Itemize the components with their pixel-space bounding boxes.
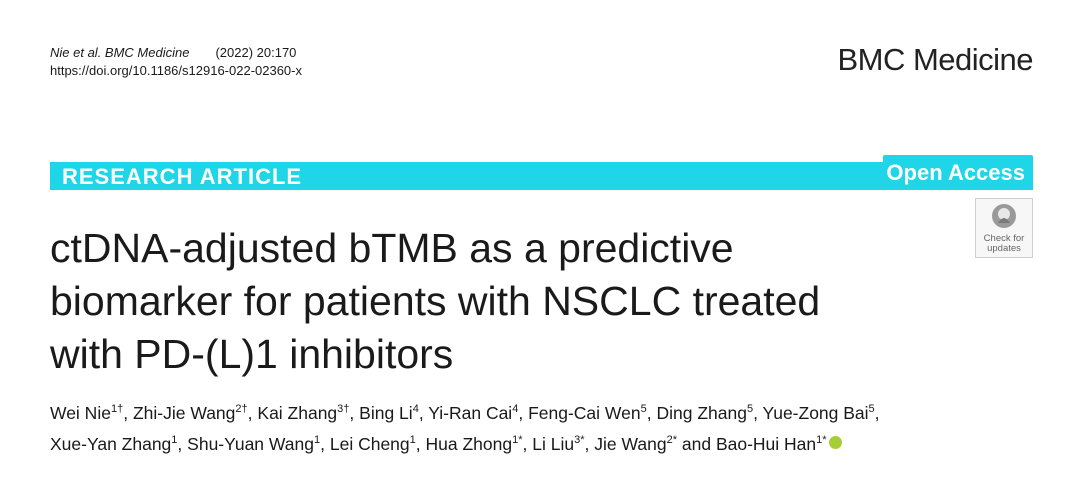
author-name: Yue-Zong Bai — [762, 403, 869, 423]
banner — [50, 162, 1033, 190]
author-line: Wei Nie1†, Zhi-Jie Wang2†, Kai Zhang3†, … — [50, 398, 880, 429]
affiliation: 5 — [868, 403, 875, 415]
author-name: Li Liu — [532, 434, 575, 454]
affiliation: 1* — [512, 434, 523, 446]
separator: , — [522, 434, 528, 454]
badge-icon — [992, 204, 1016, 228]
author-name: Ding Zhang — [656, 403, 747, 423]
author-name: Bao-Hui Han — [715, 434, 817, 454]
separator: , — [418, 403, 424, 423]
doi[interactable]: https://doi.org/10.1186/s12916-022-02360… — [50, 63, 302, 78]
article-type: RESEARCH ARTICLE — [62, 164, 303, 189]
citation-text: Nie et al. BMC Medicine — [50, 45, 190, 60]
separator: , — [247, 403, 253, 423]
badge-text: updates — [987, 243, 1021, 254]
author-name: Yi-Ran Cai — [428, 403, 513, 423]
separator: and — [681, 434, 712, 454]
separator: , — [177, 434, 183, 454]
title-line: ctDNA-adjusted bTMB as a predictive — [50, 225, 734, 271]
affiliation: 4 — [412, 403, 419, 415]
separator: , — [584, 434, 590, 454]
affiliation: 3* — [574, 434, 585, 446]
author-name: Feng-Cai Wen — [528, 403, 641, 423]
affiliation: 1* — [816, 434, 827, 446]
author-name: Shu-Yuan Wang — [187, 434, 314, 454]
separator: , — [123, 403, 129, 423]
separator: , — [646, 403, 652, 423]
author-name: Zhi-Jie Wang — [132, 403, 236, 423]
affiliation: 5 — [746, 403, 754, 415]
affiliation: 1† — [110, 403, 124, 415]
author-name: Wei Nie — [50, 403, 111, 423]
author-name: Lei Cheng — [329, 434, 410, 454]
author-name: Hua Zhong — [425, 434, 513, 454]
separator: , — [753, 403, 758, 423]
affiliation: 1 — [409, 434, 416, 446]
separator: , — [349, 403, 355, 423]
separator: , — [320, 434, 325, 454]
separator: , — [874, 403, 880, 423]
author-name: Jie Wang — [594, 434, 667, 454]
authors: Wei Nie1†, Zhi-Jie Wang2†, Kai Zhang3†, … — [50, 398, 880, 460]
volume: (2022) 20:170 — [215, 45, 297, 60]
banner-tab — [883, 155, 1033, 190]
author-line: Xue-Yan Zhang1, Shu-Yuan Wang1, Lei Chen… — [50, 429, 880, 460]
affiliation: 1 — [313, 434, 321, 446]
affiliation: 4 — [512, 403, 519, 415]
affiliation: 5 — [640, 403, 647, 415]
orcid-icon[interactable] — [828, 436, 842, 449]
separator: , — [518, 403, 524, 423]
title-line: biomarker for patients with NSCLC treate… — [50, 278, 821, 324]
author-name: Bing Li — [359, 403, 413, 423]
affiliation: 2† — [235, 403, 248, 415]
author-name: Kai Zhang — [257, 403, 338, 423]
title-line: with PD-(L)1 inhibitors — [50, 331, 454, 377]
check-updates-badge[interactable]: Check for updates — [975, 198, 1033, 258]
journal-brand: BMC Medicine — [837, 42, 1033, 77]
separator: , — [415, 434, 421, 454]
affiliation: 1 — [171, 434, 178, 446]
open-access: Open Access — [886, 160, 1025, 185]
author-name: Xue-Yan Zhang — [50, 434, 172, 454]
title: ctDNA-adjusted bTMB as a predictive bioma… — [50, 222, 820, 381]
affiliation: 3† — [337, 403, 350, 415]
badge-text: Check for — [983, 233, 1025, 244]
affiliation: 2* — [666, 434, 677, 446]
citation: Nie et al. BMC Medicine (2022) 20:170 htt… — [50, 44, 302, 80]
